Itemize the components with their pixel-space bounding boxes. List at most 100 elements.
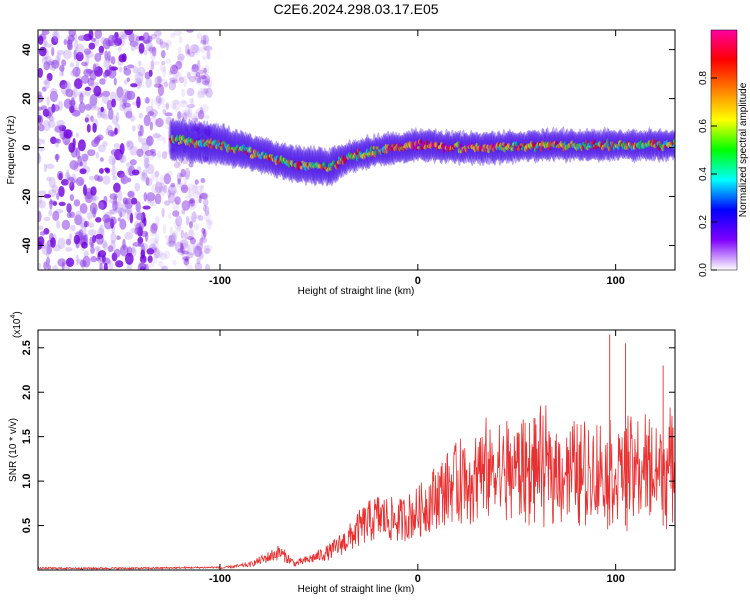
noise-blob	[179, 100, 188, 108]
noise-blob	[81, 61, 88, 66]
noise-blob	[111, 98, 116, 108]
ridge-core	[214, 140, 218, 144]
noise-blob	[143, 157, 150, 168]
noise-blob	[185, 195, 192, 200]
noise-blob	[201, 80, 210, 86]
noise-blob	[167, 192, 176, 204]
noise-blob	[46, 176, 52, 182]
noise-blob	[103, 58, 110, 69]
noise-blob	[159, 174, 165, 184]
noise-blob	[79, 168, 87, 175]
noise-blob	[186, 252, 194, 259]
noise-blob	[115, 111, 120, 123]
noise-blob	[107, 50, 111, 62]
noise-blob	[198, 75, 207, 80]
noise-blob	[108, 155, 117, 166]
noise-blob	[192, 243, 199, 254]
ridge-core	[487, 148, 491, 154]
noise-blob	[144, 97, 151, 104]
ridge-core	[459, 149, 463, 154]
ridge-core	[419, 139, 423, 145]
noise-blob	[75, 147, 81, 160]
noise-blob	[81, 241, 88, 249]
noise-blob	[67, 178, 73, 187]
noise-blob	[201, 133, 208, 138]
noise-blob	[43, 40, 47, 48]
noise-blob	[187, 228, 195, 239]
noise-blob	[152, 240, 159, 249]
noise-blob	[118, 207, 127, 218]
ridge-core	[608, 146, 612, 152]
noise-blob	[113, 77, 117, 86]
ridge-core	[515, 141, 519, 147]
noise-blob	[181, 109, 187, 120]
noise-blob	[150, 48, 157, 61]
noise-blob	[170, 182, 176, 188]
noise-blob	[108, 107, 114, 120]
ridge-core	[651, 138, 655, 146]
noise-blob	[143, 217, 147, 227]
noise-blob	[107, 245, 114, 253]
noise-blob	[69, 62, 75, 68]
noise-blob	[195, 107, 204, 117]
noise-blob	[193, 214, 201, 219]
noise-blob	[171, 99, 180, 105]
ridge-core	[170, 134, 175, 142]
noise-blob	[157, 150, 162, 160]
noise-blob	[49, 90, 59, 102]
noise-blob	[150, 171, 157, 181]
noise-blob	[104, 50, 109, 61]
noise-blob	[145, 163, 155, 175]
noise-blob	[134, 221, 140, 229]
noise-blob	[63, 129, 73, 139]
noise-blob	[108, 64, 112, 76]
noise-blob	[135, 222, 142, 235]
noise-blob	[199, 193, 208, 200]
noise-blob	[189, 197, 196, 207]
noise-blob	[180, 168, 186, 178]
noise-blob	[165, 58, 172, 64]
noise-blob	[102, 90, 111, 97]
noise-blob	[65, 247, 73, 252]
noise-blob	[187, 201, 194, 209]
noise-blob	[115, 36, 122, 43]
noise-blob	[66, 203, 72, 213]
noise-blob	[102, 175, 111, 185]
noise-blob	[203, 87, 209, 95]
noise-blob	[137, 212, 144, 221]
noise-blob	[142, 39, 151, 44]
noise-blob	[200, 75, 208, 84]
noise-blob	[119, 152, 125, 163]
noise-blob	[91, 37, 96, 42]
noise-blob	[135, 201, 141, 213]
noise-blob	[103, 262, 108, 270]
colorbar-tick-label: 0.6	[698, 119, 709, 133]
noise-blob	[191, 64, 197, 70]
snr-panel: -100 0 100 0.5 1.0 1.5 2.0 2.5 Height of strai…	[8, 311, 676, 595]
noise-blob	[205, 218, 214, 226]
noise-blob	[58, 201, 66, 207]
snr-multiplier-close: )	[12, 311, 23, 314]
noise-blob	[122, 197, 128, 204]
ridge-core	[249, 146, 253, 153]
noise-blob	[161, 207, 165, 218]
noise-blob	[145, 105, 154, 113]
ridge-halo	[459, 135, 464, 163]
noise-blob	[205, 147, 210, 155]
noise-blob	[90, 115, 94, 122]
noise-blob	[148, 243, 157, 253]
noise-blob	[90, 81, 99, 87]
noise-blob	[145, 177, 153, 187]
ridge-core	[570, 140, 574, 145]
noise-blob	[160, 50, 166, 59]
noise-blob	[137, 81, 142, 87]
noise-blob	[200, 177, 206, 184]
ridge-core	[179, 140, 184, 145]
noise-blob	[130, 83, 138, 88]
noise-blob	[75, 43, 85, 55]
noise-blob	[83, 250, 89, 257]
noise-blob	[186, 113, 194, 121]
noise-blob	[201, 104, 209, 113]
noise-blob	[38, 153, 42, 165]
noise-blob	[52, 30, 58, 39]
